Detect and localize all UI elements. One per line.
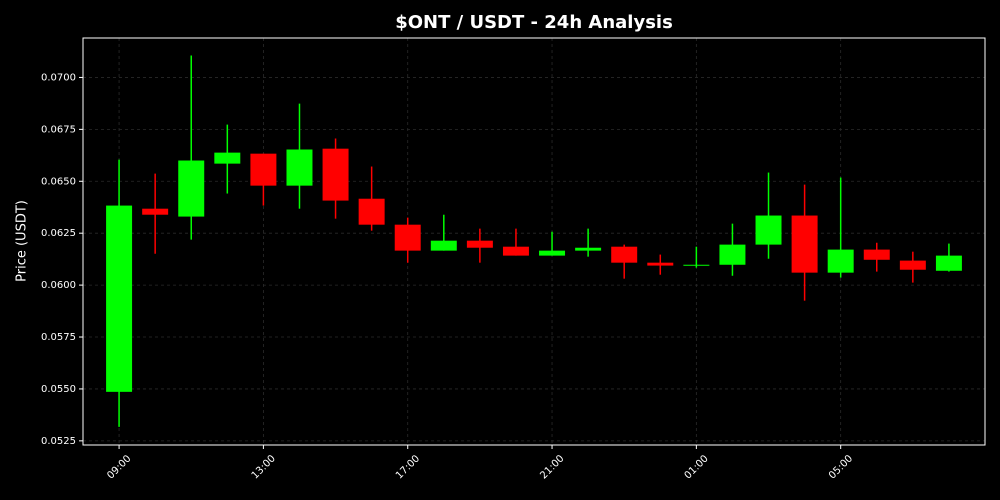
chart-title: $ONT / USDT - 24h Analysis [395, 12, 673, 33]
candle-body [575, 247, 602, 251]
candle-body [683, 264, 710, 266]
candle-body [539, 250, 566, 256]
x-tick-label: 01:00 [683, 453, 711, 481]
x-tick-label: 13:00 [250, 453, 278, 481]
x-tick-label: 05:00 [827, 453, 855, 481]
candle-body [791, 215, 818, 273]
candle-body [250, 153, 277, 186]
candle-body [322, 148, 349, 201]
y-tick-label: 0.0600 [41, 280, 76, 291]
candle-body [430, 240, 457, 251]
y-tick-label: 0.0525 [41, 436, 76, 447]
candle-body [827, 249, 854, 273]
candle-body [647, 262, 674, 266]
candle-body [899, 260, 926, 270]
candle-body [935, 255, 962, 271]
y-tick-label: 0.0675 [41, 124, 76, 135]
plot-frame [82, 37, 986, 446]
y-axis-label: Price (USDT) [15, 200, 30, 282]
y-tick-label: 0.0550 [41, 384, 76, 395]
x-tick-label: 21:00 [538, 453, 566, 481]
candle-body [142, 208, 169, 215]
candle-body [394, 224, 421, 251]
candle-body [358, 198, 385, 225]
candle-body [286, 149, 313, 186]
candle-body [719, 244, 746, 265]
candle-body [502, 246, 529, 256]
x-tick-label: 17:00 [394, 453, 422, 481]
candle-body [178, 160, 205, 217]
candle-body [863, 249, 890, 260]
y-tick-label: 0.0625 [41, 228, 76, 239]
y-tick-label: 0.0650 [41, 176, 76, 187]
candle-body [106, 205, 133, 392]
candle-body [611, 246, 638, 263]
candle-body [466, 240, 493, 248]
x-tick-label: 09:00 [105, 453, 133, 481]
candle-body [214, 152, 241, 164]
y-tick-label: 0.0700 [41, 72, 76, 83]
y-tick-label: 0.0575 [41, 332, 76, 343]
candle-body [755, 215, 782, 245]
